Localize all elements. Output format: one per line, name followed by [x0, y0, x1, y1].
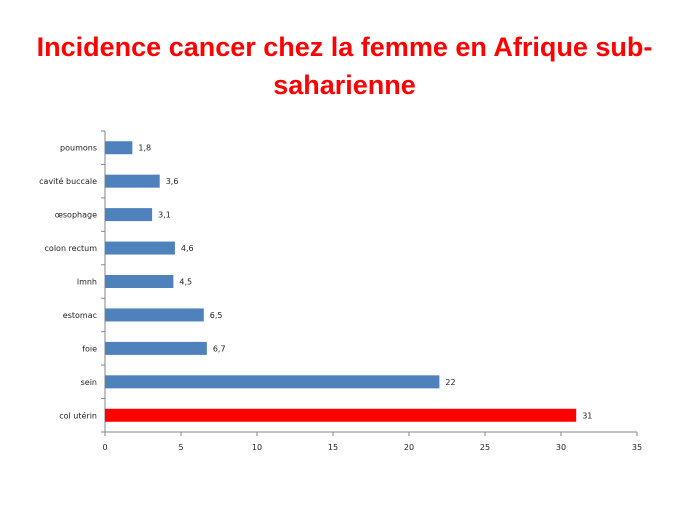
- category-label: cavité buccale: [39, 176, 97, 186]
- bar: [105, 375, 440, 389]
- data-label: 6,7: [213, 344, 226, 353]
- data-label: 6,5: [210, 311, 223, 320]
- x-tick-label: 35: [632, 443, 642, 452]
- bar: [105, 208, 153, 222]
- bar: [105, 308, 204, 322]
- category-label: lmnh: [77, 278, 97, 287]
- data-label: 31: [582, 411, 592, 420]
- chart-title: Incidence cancer chez la femme en Afriqu…: [36, 32, 653, 100]
- x-tick-label: 30: [556, 443, 566, 452]
- bar: [105, 241, 175, 255]
- data-label: 1,8: [138, 144, 151, 153]
- data-label: 4,5: [179, 278, 192, 287]
- bar: [105, 141, 133, 155]
- x-tick-label: 5: [178, 443, 183, 452]
- x-tick-label: 20: [404, 443, 414, 452]
- category-label: poumons: [60, 144, 97, 153]
- bar: [105, 174, 160, 188]
- x-tick-label: 0: [102, 443, 107, 452]
- data-label: 22: [445, 378, 455, 387]
- category-label: œsophage: [55, 211, 97, 220]
- category-label: colon rectum: [45, 244, 98, 253]
- data-label: 3,1: [158, 211, 171, 220]
- bar: [105, 408, 577, 422]
- category-label: col utérin: [59, 410, 97, 420]
- bar: [105, 341, 207, 355]
- x-tick-label: 15: [328, 443, 338, 452]
- x-tick-label: 10: [252, 443, 262, 452]
- x-tick-label: 25: [480, 443, 490, 452]
- data-label: 4,6: [181, 244, 194, 253]
- bar: [105, 275, 174, 288]
- category-label: sein: [81, 378, 97, 387]
- category-label: foie: [82, 344, 97, 353]
- data-label: 3,6: [166, 177, 179, 186]
- category-label: estomac: [63, 311, 97, 320]
